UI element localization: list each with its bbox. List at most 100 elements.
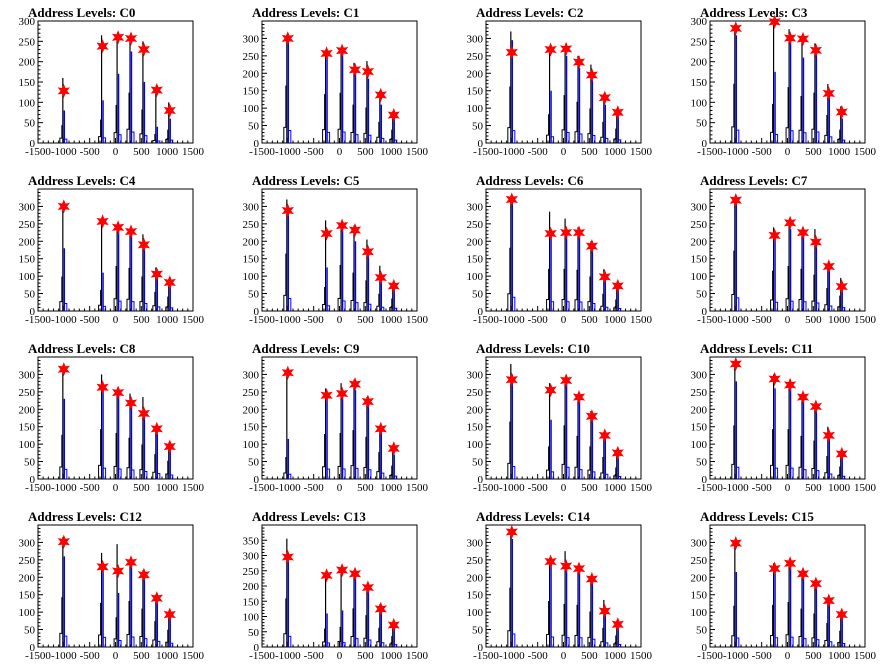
histogram-black-shoulder: [587, 276, 591, 311]
y-tick-label: 0: [254, 642, 260, 654]
y-tick-label: 250: [243, 387, 260, 399]
histogram-blue-shoulder: [103, 305, 107, 311]
histogram-black-shoulder: [113, 432, 117, 479]
y-tick-label: 150: [467, 254, 484, 266]
x-tick-label: -1500: [25, 650, 51, 662]
histogram-blue-shoulder: [551, 636, 555, 647]
y-tick-label: 150: [467, 422, 484, 434]
histogram-blue-shoulder: [131, 636, 135, 647]
histogram-black-shoulder: [731, 605, 735, 647]
x-tick-label: 500: [357, 482, 374, 494]
histogram-black-shoulder: [376, 627, 380, 647]
y-tick-label: 250: [19, 36, 36, 48]
x-tick-label: -1500: [473, 314, 499, 326]
x-tick-label: -500: [80, 146, 101, 158]
chart-svg: 0 50 100 150 200 250 300 -1500 -1000 -500 0 500 1000…: [467, 356, 653, 494]
histogram-blue-shoulder: [592, 638, 596, 647]
histogram-black-shoulder: [322, 287, 326, 311]
chart-panel: Address Levels: C3 0 50 100 150 200 250 300 -150…: [672, 0, 896, 168]
x-tick-label: -1500: [25, 482, 51, 494]
x-tick-label: 0: [561, 146, 567, 158]
y-tick-label: 0: [478, 306, 484, 318]
x-tick-label: 1500: [182, 482, 205, 494]
y-tick-label: 100: [19, 271, 36, 283]
x-tick-label: -500: [752, 482, 773, 494]
histogram-blue-shoulder: [566, 466, 570, 479]
histogram-blue-shoulder: [551, 136, 555, 143]
level-marker: [559, 41, 573, 57]
y-tick-label: 300: [467, 201, 484, 213]
level-marker: [150, 82, 163, 98]
x-tick-label: -500: [752, 650, 773, 662]
histogram-black-shoulder: [507, 247, 511, 311]
histogram-blue-shoulder: [327, 642, 331, 647]
histogram-blue-shoulder: [775, 637, 779, 647]
x-tick-label: 1500: [182, 650, 205, 662]
chart-title: Address Levels: C10: [476, 341, 590, 356]
histogram-blue-shoulder: [829, 641, 833, 647]
histogram-black-shoulder: [337, 626, 341, 647]
level-marker: [505, 372, 518, 387]
histogram-black-shoulder: [837, 630, 841, 647]
histogram-black-shoulder: [798, 435, 802, 479]
x-tick-label: 1000: [380, 650, 403, 662]
histogram-black-shoulder: [283, 456, 287, 479]
level-marker: [281, 203, 294, 218]
y-tick-label: 50: [24, 457, 36, 469]
histogram-blue-shoulder: [170, 642, 174, 647]
histogram-blue-shoulder: [327, 468, 331, 479]
chart-panel: Address Levels: C13 0 50 100 150 200 250 300 350…: [224, 504, 448, 672]
x-tick-label: -500: [80, 314, 101, 326]
histogram-black-shoulder: [98, 119, 102, 143]
chart-title: Address Levels: C3: [700, 5, 808, 20]
histogram-blue-shoulder: [605, 137, 609, 143]
histogram-blue-shoulder: [327, 131, 331, 143]
histogram-blue-shoulder: [342, 468, 346, 479]
histogram-blue-shoulder: [790, 300, 794, 311]
y-tick-label: 100: [467, 607, 484, 619]
y-tick-label: 50: [248, 457, 260, 469]
x-tick-label: -1000: [723, 650, 749, 662]
histogram-black-shoulder: [126, 600, 130, 647]
histogram-blue-shoulder: [803, 638, 807, 647]
level-marker: [598, 428, 611, 443]
histogram-black-shoulder: [507, 421, 511, 479]
y-tick-label: 300: [691, 537, 708, 549]
histogram-black-shoulder: [337, 92, 341, 143]
histogram-blue-shoulder: [157, 306, 161, 311]
x-tick-label: -1000: [275, 482, 301, 494]
histogram-blue-shoulder: [566, 637, 570, 647]
x-tick-label: 500: [581, 146, 598, 158]
histogram-black-shoulder: [337, 432, 341, 479]
x-tick-label: 0: [785, 146, 791, 158]
histogram-blue-shoulder: [551, 301, 555, 311]
chart-svg: 0 50 100 150 200 250 300 -1500 -1000 -500 0 500 1000…: [691, 524, 877, 662]
y-tick-label: 300: [243, 551, 260, 563]
y-tick-label: 100: [243, 271, 260, 283]
y-tick-label: 300: [691, 16, 708, 28]
x-tick-label: 0: [561, 314, 567, 326]
chart-svg: 0 50 100 150 200 250 300 -1500 -1000 -500 0 500 1000…: [691, 14, 877, 158]
x-tick-label: 500: [581, 482, 598, 494]
histogram-black-shoulder: [98, 429, 102, 479]
level-marker: [111, 220, 125, 235]
y-tick-label: 50: [472, 121, 484, 133]
histogram-black-shoulder: [322, 433, 326, 479]
y-tick-label: 250: [243, 51, 260, 63]
histogram-black-shoulder: [350, 104, 354, 143]
histogram-blue-shoulder: [144, 135, 148, 143]
histogram-blue-shoulder: [170, 139, 174, 143]
chart-panel: Address Levels: C11 0 50 100 150 200 250 300 -15…: [672, 336, 896, 504]
histogram-blue-shoulder: [803, 132, 807, 143]
histogram-black-shoulder: [126, 267, 130, 311]
chart-title: Address Levels: C5: [252, 173, 360, 188]
histogram-black-shoulder: [837, 466, 841, 479]
y-tick-label: 300: [691, 201, 708, 213]
chart-panel: Address Levels: C2 0 50 100 150 200 250 300 -150…: [448, 0, 672, 168]
histogram-blue-shoulder: [790, 467, 794, 479]
level-marker: [585, 239, 599, 254]
histogram-black-shoulder: [113, 265, 117, 311]
x-tick-label: -1500: [249, 146, 275, 158]
x-tick-label: 1500: [854, 482, 877, 494]
level-marker: [822, 593, 835, 608]
